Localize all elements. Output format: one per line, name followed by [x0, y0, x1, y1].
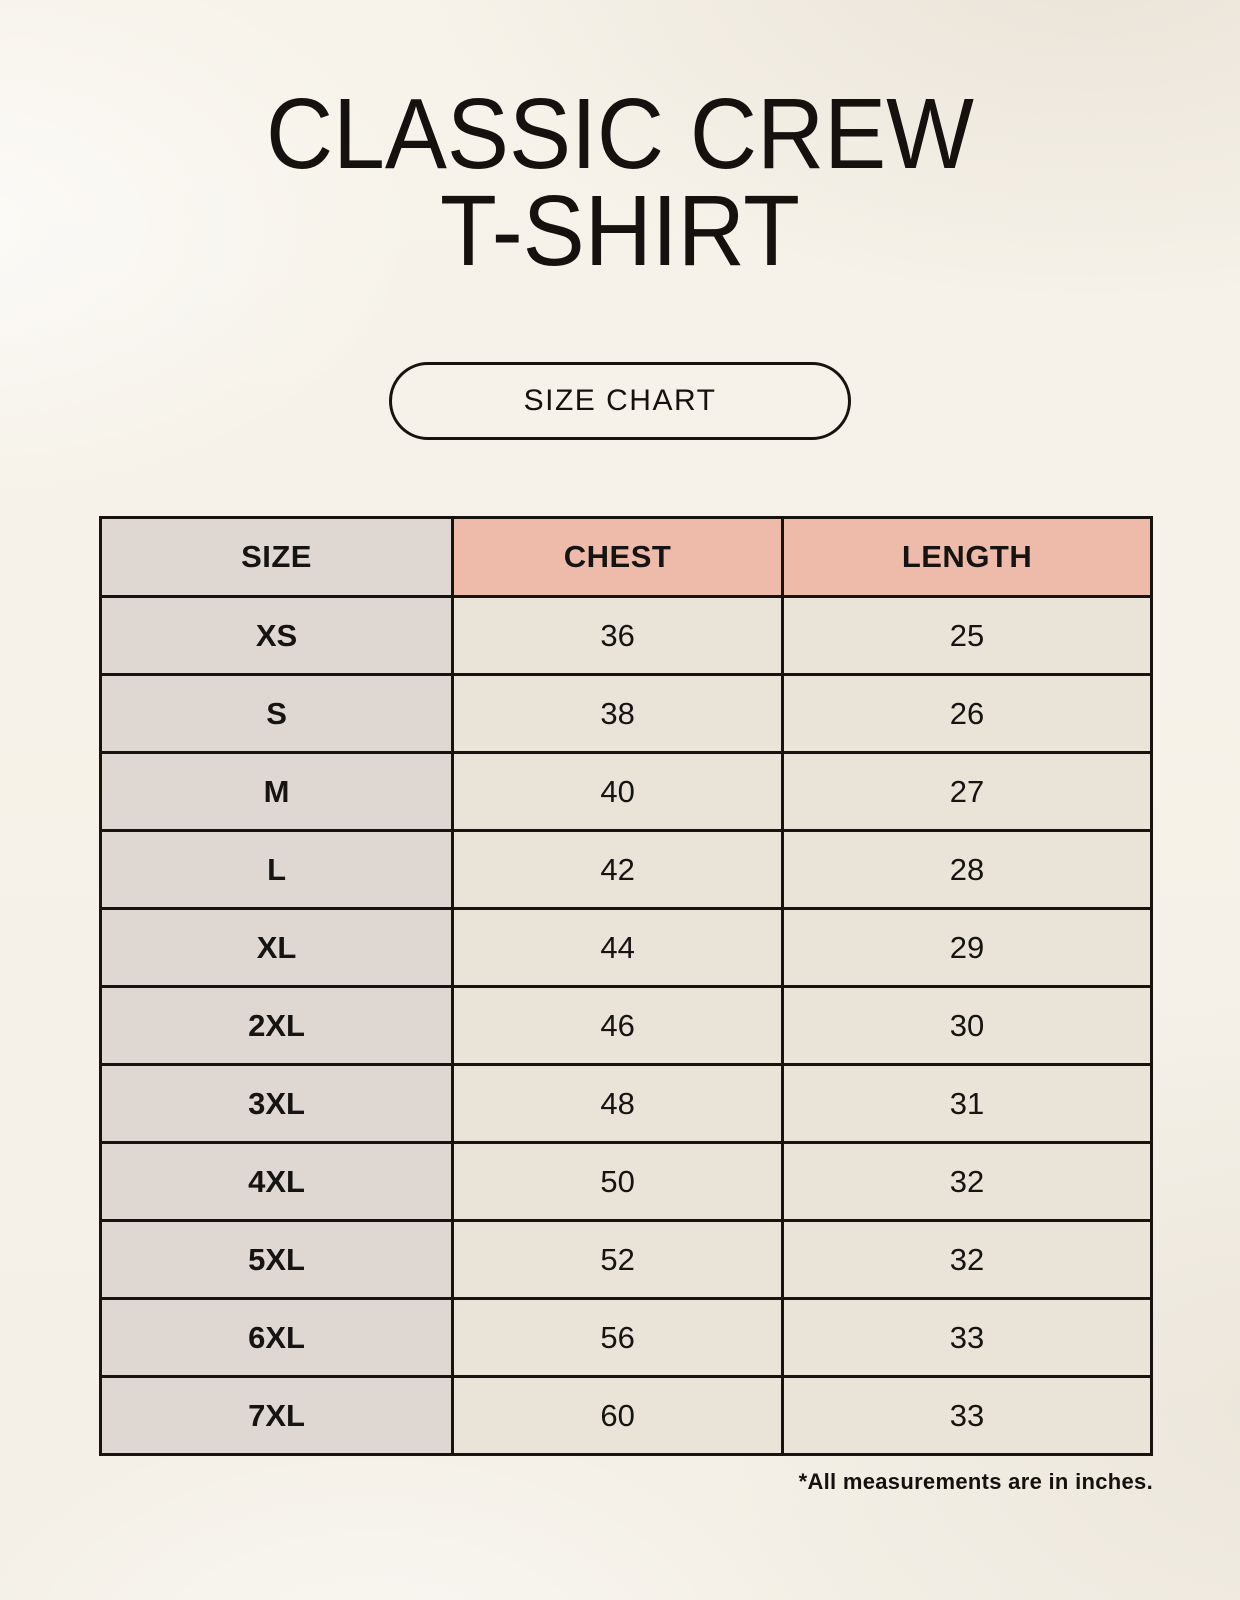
length-cell: 30 — [781, 985, 1153, 1066]
page-title: CLASSIC CREW T-SHIRT — [0, 78, 1240, 287]
table-header-row: SIZE CHEST LENGTH — [98, 516, 1153, 598]
size-chart-button-container: SIZE CHART — [0, 362, 1240, 440]
table-row: M 40 27 — [98, 751, 1153, 832]
length-cell: 33 — [781, 1297, 1153, 1378]
header-size: SIZE — [98, 516, 455, 598]
size-cell: 4XL — [98, 1141, 455, 1222]
chest-cell: 40 — [451, 751, 785, 832]
size-chart-table: SIZE CHEST LENGTH XS 36 25 S 38 26 M 40 … — [98, 516, 1153, 1456]
chest-cell: 60 — [451, 1375, 785, 1456]
size-cell: 6XL — [98, 1297, 455, 1378]
size-cell: XL — [98, 907, 455, 988]
length-cell: 27 — [781, 751, 1153, 832]
size-cell: 2XL — [98, 985, 455, 1066]
table-row: S 38 26 — [98, 673, 1153, 754]
length-cell: 29 — [781, 907, 1153, 988]
size-chart-page: CLASSIC CREW T-SHIRT SIZE CHART SIZE CHE… — [0, 78, 1240, 1494]
table-row: 4XL 50 32 — [98, 1141, 1153, 1222]
table-row: XS 36 25 — [98, 595, 1153, 676]
chest-cell: 48 — [451, 1063, 785, 1144]
header-chest: CHEST — [451, 516, 785, 598]
table-row: XL 44 29 — [98, 907, 1153, 988]
chest-cell: 36 — [451, 595, 785, 676]
length-cell: 26 — [781, 673, 1153, 754]
length-cell: 33 — [781, 1375, 1153, 1456]
size-cell: M — [98, 751, 455, 832]
chest-cell: 50 — [451, 1141, 785, 1222]
header-length: LENGTH — [781, 516, 1153, 598]
size-cell: 7XL — [98, 1375, 455, 1456]
length-cell: 25 — [781, 595, 1153, 676]
page-title-line-2: T-SHIRT — [440, 175, 800, 287]
size-cell: L — [98, 829, 455, 910]
chest-cell: 46 — [451, 985, 785, 1066]
table-row: L 42 28 — [98, 829, 1153, 910]
size-cell: S — [98, 673, 455, 754]
table-row: 3XL 48 31 — [98, 1063, 1153, 1144]
size-cell: XS — [98, 595, 455, 676]
length-cell: 32 — [781, 1141, 1153, 1222]
chest-cell: 38 — [451, 673, 785, 754]
size-cell: 5XL — [98, 1219, 455, 1300]
size-chart-button[interactable]: SIZE CHART — [389, 362, 851, 440]
chest-cell: 42 — [451, 829, 785, 910]
page-title-line-1: CLASSIC CREW — [266, 78, 974, 190]
table-row: 7XL 60 33 — [98, 1375, 1153, 1456]
chest-cell: 56 — [451, 1297, 785, 1378]
chest-cell: 44 — [451, 907, 785, 988]
measurements-footnote: *All measurements are in inches. — [798, 1469, 1153, 1494]
chest-cell: 52 — [451, 1219, 785, 1300]
size-cell: 3XL — [98, 1063, 455, 1144]
length-cell: 32 — [781, 1219, 1153, 1300]
table-row: 2XL 46 30 — [98, 985, 1153, 1066]
length-cell: 31 — [781, 1063, 1153, 1144]
table-row: 6XL 56 33 — [98, 1297, 1153, 1378]
table-row: 5XL 52 32 — [98, 1219, 1153, 1300]
length-cell: 28 — [781, 829, 1153, 910]
